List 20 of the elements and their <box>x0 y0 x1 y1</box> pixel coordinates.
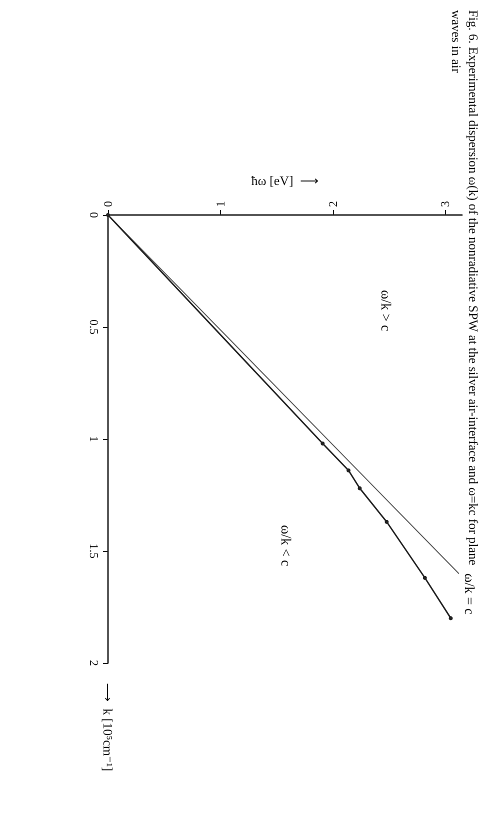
x-axis-title: ħω [eV] ⟶ <box>251 173 319 188</box>
annotation: ω/k < c <box>278 525 292 566</box>
point <box>422 576 427 580</box>
y-tick-label: 0 <box>87 212 101 218</box>
y-tick-label: 1 <box>87 436 101 442</box>
x-tick-label: 1 <box>213 201 228 207</box>
point <box>320 441 325 446</box>
annotation: ω/k > c <box>378 290 392 332</box>
x-tick-label: 2 <box>326 201 340 207</box>
x-tick-label: 0 <box>101 201 115 207</box>
text: ω/k = c <box>461 573 476 615</box>
y-tick-label: 2 <box>87 660 101 666</box>
point <box>106 213 110 217</box>
point <box>346 468 350 472</box>
point <box>448 616 453 620</box>
point <box>384 520 389 524</box>
y-tick-label: 1.5 <box>87 544 101 558</box>
y-axis-title: ⟶ k [10⁵cm⁻¹] <box>100 683 116 772</box>
y-tick-label: 0.5 <box>87 320 101 334</box>
point <box>358 486 362 490</box>
